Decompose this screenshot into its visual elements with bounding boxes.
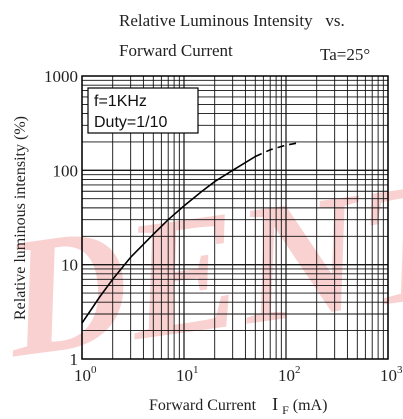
x-tick-label: 10 3 <box>380 364 403 385</box>
y-tick-label: 100 <box>53 161 79 180</box>
annotation-box-frame <box>87 87 199 134</box>
y-tick-label: 1000 <box>44 67 78 86</box>
plot-frame <box>81 75 389 360</box>
x-tick-exponent: 3 <box>397 364 403 376</box>
x-tick-exponent: 1 <box>193 364 199 376</box>
x-tick-base: 10 <box>176 366 193 385</box>
x-tick-exponent: 2 <box>295 364 301 376</box>
temperature-condition: Ta=25° <box>320 45 370 64</box>
chart-title-line1: Relative Luminous Intensity vs. <box>119 11 345 30</box>
x-axis-unit: (mA) <box>293 397 328 414</box>
x-axis-label: Forward Current I F (mA) <box>149 394 327 418</box>
curve-dashed <box>254 142 298 158</box>
curve-solid <box>81 155 256 324</box>
annotation-duty: Duty=1/10 <box>94 114 167 131</box>
x-axis-label-text: Forward Current <box>149 397 257 414</box>
x-tick-label: 10 1 <box>176 364 199 385</box>
y-tick-label: 1 <box>70 350 79 369</box>
x-axis-symbol: I <box>272 394 278 414</box>
x-tick-exponent: 0 <box>91 364 97 376</box>
y-tick-labels: 1 10 100 1000 <box>44 67 78 369</box>
annotation-frequency: f=1KHz <box>94 93 147 110</box>
y-tick-label: 10 <box>61 256 78 275</box>
x-tick-base: 10 <box>74 366 91 385</box>
x-tick-labels: 10 0 10 1 10 2 10 3 <box>74 364 403 385</box>
x-tick-label: 10 2 <box>278 364 301 385</box>
y-axis-label: Relative luminous intensity (%) <box>12 116 29 320</box>
annotation-box: f=1KHz Duty=1/10 <box>87 87 199 134</box>
chart-title-line2: Forward Current <box>119 41 233 60</box>
curves <box>81 142 298 324</box>
x-tick-label: 10 0 <box>74 364 97 385</box>
x-tick-base: 10 <box>380 366 397 385</box>
x-tick-base: 10 <box>278 366 295 385</box>
x-axis-subscript: F <box>282 403 289 417</box>
